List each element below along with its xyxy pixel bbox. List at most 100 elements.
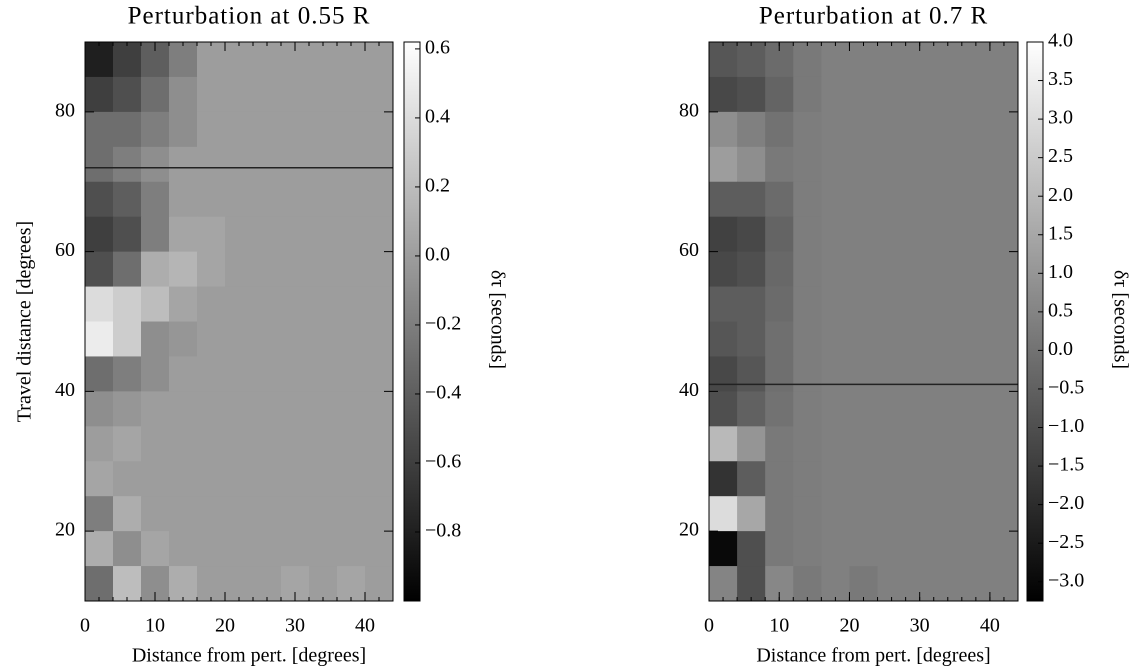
heatmap-cell — [113, 216, 142, 253]
heatmap-cell — [821, 181, 850, 218]
heatmap-cell — [365, 566, 394, 602]
heatmap-cell — [989, 531, 1019, 567]
heatmap-cell — [933, 531, 963, 567]
heatmap-cell — [113, 461, 142, 497]
heatmap-cell — [309, 286, 338, 322]
heatmap-cell — [85, 181, 114, 218]
heatmap-cell — [141, 251, 170, 288]
heatmap-cell — [113, 42, 142, 78]
heatmap-cell — [961, 251, 991, 288]
heatmap-cell — [933, 426, 963, 462]
heatmap-cell — [709, 146, 738, 183]
heatmap-cell — [197, 76, 226, 113]
heatmap-cell — [281, 356, 310, 392]
colorbar-tick-label: 4.0 — [1048, 30, 1073, 52]
heatmap-cell — [877, 391, 907, 427]
heatmap-cell — [253, 146, 282, 183]
heatmap-cell — [765, 216, 794, 253]
heatmap-cell — [849, 181, 879, 218]
heatmap-cell — [849, 496, 879, 532]
heatmap-cell — [961, 216, 991, 253]
heatmap-cell — [961, 146, 991, 183]
heatmap-cell — [849, 356, 879, 392]
heatmap-cell — [961, 111, 991, 148]
heatmap-cell — [737, 531, 766, 567]
heatmap-cell — [85, 321, 114, 357]
colorbar-tick-label: −0.2 — [425, 313, 461, 335]
heatmap-cell — [337, 391, 366, 427]
heatmap-cell — [309, 251, 338, 288]
heatmap-cell — [197, 251, 226, 288]
heatmap-cell — [365, 531, 394, 567]
colorbar — [403, 41, 421, 602]
heatmap-cell — [961, 426, 991, 462]
colorbar-tick-label: 0.0 — [1048, 338, 1073, 360]
heatmap-cell — [793, 321, 822, 357]
heatmap-cell — [905, 461, 935, 497]
heatmap-cell — [793, 111, 822, 148]
heatmap-cell — [253, 111, 282, 148]
heatmap-cell — [225, 42, 254, 78]
heatmap-cell — [365, 216, 394, 253]
heatmap-cell — [225, 146, 254, 183]
heatmap-cell — [85, 356, 114, 392]
heatmap-cell — [849, 321, 879, 357]
heatmap-cell — [737, 251, 766, 288]
heatmap-cell — [85, 426, 114, 462]
heatmap-cell — [877, 76, 907, 113]
heatmap-cell — [281, 426, 310, 462]
heatmap-cell — [85, 146, 114, 183]
heatmap-cell — [281, 111, 310, 148]
heatmap-cell — [765, 251, 794, 288]
heatmap-cell — [309, 496, 338, 532]
heatmap-cell — [793, 286, 822, 322]
heatmap-cell — [961, 321, 991, 357]
heatmap-cell — [309, 321, 338, 357]
heatmap-cell — [197, 146, 226, 183]
heatmap-cell — [197, 531, 226, 567]
heatmap-cell — [933, 391, 963, 427]
heatmap-cell — [365, 251, 394, 288]
heatmap-cell — [765, 356, 794, 392]
colorbar-title: δτ [seconds] — [486, 270, 508, 369]
heatmap-cell — [113, 251, 142, 288]
heatmap-cell — [821, 42, 850, 78]
heatmap-cell — [737, 566, 766, 602]
heatmap-cell — [905, 111, 935, 148]
heatmap-cell — [141, 391, 170, 427]
heatmap-cell — [877, 496, 907, 532]
heatmap-cell — [849, 531, 879, 567]
heatmap-cell — [793, 356, 822, 392]
heatmap-cell — [337, 496, 366, 532]
heatmap-cell — [85, 461, 114, 497]
heatmap-cell — [905, 216, 935, 253]
heatmap-cell — [169, 531, 198, 567]
heatmap-cell — [225, 391, 254, 427]
heatmap-cell — [85, 251, 114, 288]
heatmap-cell — [793, 426, 822, 462]
heatmap-cell — [989, 76, 1019, 113]
heatmap-cell — [141, 496, 170, 532]
y-tick-label: 80 — [55, 99, 75, 121]
heatmap-cell — [709, 181, 738, 218]
heatmap-cell — [737, 461, 766, 497]
heatmap-cell — [309, 531, 338, 567]
heatmap-cell — [765, 391, 794, 427]
heatmap-cell — [253, 181, 282, 218]
heatmap-cell — [85, 391, 114, 427]
heatmap-cell — [169, 111, 198, 148]
heatmap-cell — [961, 461, 991, 497]
heatmap-cell — [821, 76, 850, 113]
x-tick-label: 30 — [285, 615, 305, 637]
heatmap-cell — [905, 426, 935, 462]
heatmap-cell — [281, 461, 310, 497]
heatmap-cell — [309, 356, 338, 392]
heatmap-cell — [849, 461, 879, 497]
heatmap-cell — [85, 42, 114, 78]
heatmap-cell — [85, 111, 114, 148]
heatmap-cell — [793, 496, 822, 532]
heatmap-cell — [905, 181, 935, 218]
heatmap-cell — [281, 181, 310, 218]
heatmap-cell — [141, 181, 170, 218]
